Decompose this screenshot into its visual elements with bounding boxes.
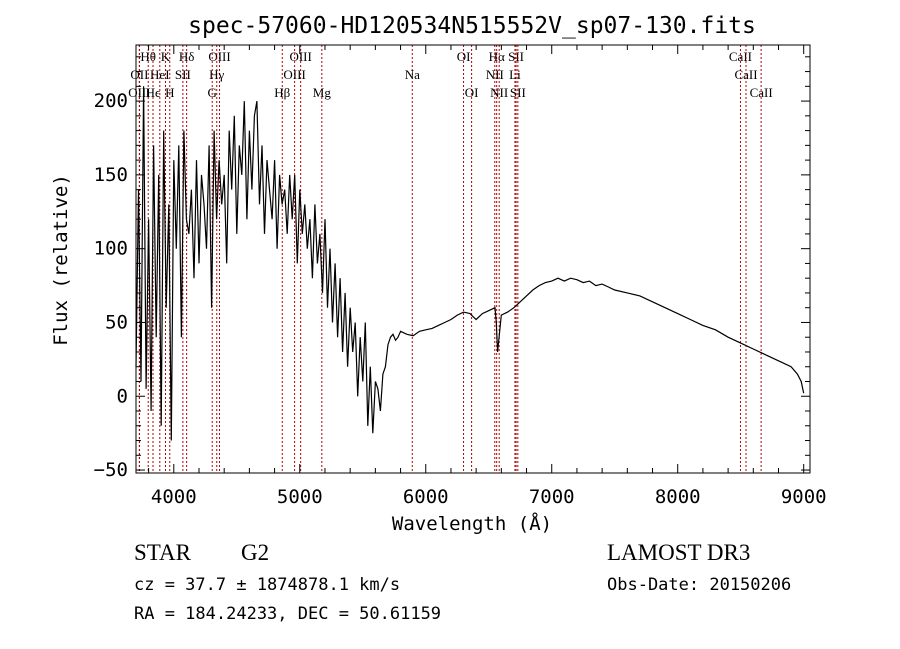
x-tick-label: 6000 — [403, 486, 449, 508]
spectrum-line — [135, 86, 805, 441]
plot-area — [135, 44, 811, 474]
line-marker-label: CaII — [734, 67, 757, 82]
line-marker-label: OIII — [128, 85, 150, 100]
y-tick-label: 0 — [117, 385, 128, 407]
line-marker-label: OIII — [289, 49, 311, 64]
line-marker-label: H — [165, 85, 174, 100]
x-axis-label: Wavelength (Å) — [392, 512, 552, 535]
object-class: STAR — [134, 540, 192, 565]
line-marker-label: Hγ — [209, 67, 224, 82]
x-axis: 4000 5000 6000 7000 8000 9000 — [148, 45, 827, 508]
redshift-cz: cz = 37.7 ± 1874878.1 km/s — [134, 575, 400, 595]
line-marker-label: Na — [405, 67, 420, 82]
line-marker-label: Hβ — [274, 85, 290, 100]
line-marker-label: SII — [175, 67, 191, 82]
x-tick-label: 4000 — [151, 486, 197, 508]
obs-date: Obs-Date: 20150206 — [607, 575, 791, 595]
y-tick-label: 150 — [94, 164, 128, 186]
x-tick-label: 9000 — [781, 486, 827, 508]
y-tick-label: −50 — [94, 459, 128, 481]
x-tick-label: 5000 — [277, 486, 323, 508]
x-tick-label: 7000 — [529, 486, 575, 508]
y-tick-label: 200 — [94, 90, 128, 112]
y-axis-label: Flux (relative) — [50, 174, 72, 346]
subclass: G2 — [241, 540, 269, 565]
line-marker-label: Hϵ — [146, 85, 161, 100]
line-marker-label: OI — [457, 49, 471, 64]
y-tick-label: 50 — [105, 311, 128, 333]
line-marker-label: HeI — [150, 67, 170, 82]
line-marker-label: Hδ — [179, 49, 195, 64]
line-marker-label: Hα — [489, 49, 505, 64]
x-tick-label: 8000 — [655, 486, 701, 508]
line-marker-label: NII — [486, 67, 504, 82]
line-marker-label: Hθ — [140, 49, 156, 64]
line-marker-label: NII — [490, 85, 508, 100]
line-marker-label: G — [208, 85, 217, 100]
line-marker-label: Mg — [313, 85, 332, 100]
line-marker-label: CaII — [729, 49, 752, 64]
line-marker-label: OI — [465, 85, 479, 100]
y-tick-label: 100 — [94, 238, 128, 260]
line-marker-label: OIII — [283, 67, 305, 82]
line-marker-label: CaII — [750, 85, 773, 100]
line-marker-label: SII — [510, 85, 526, 100]
ra-dec: RA = 184.24233, DEC = 50.61159 — [134, 604, 441, 624]
line-marker-label: SII — [508, 49, 524, 64]
plot-frame — [135, 44, 811, 474]
chart-title: spec-57060-HD120534N515552V_sp07-130.fit… — [188, 13, 756, 39]
y-axis: −50 0 50 100 150 200 — [94, 56, 810, 481]
survey-name: LAMOST DR3 — [607, 540, 750, 565]
line-marker-label: Li — [509, 67, 521, 82]
line-marker-label: K — [161, 49, 171, 64]
line-marker-label: OIII — [208, 49, 230, 64]
